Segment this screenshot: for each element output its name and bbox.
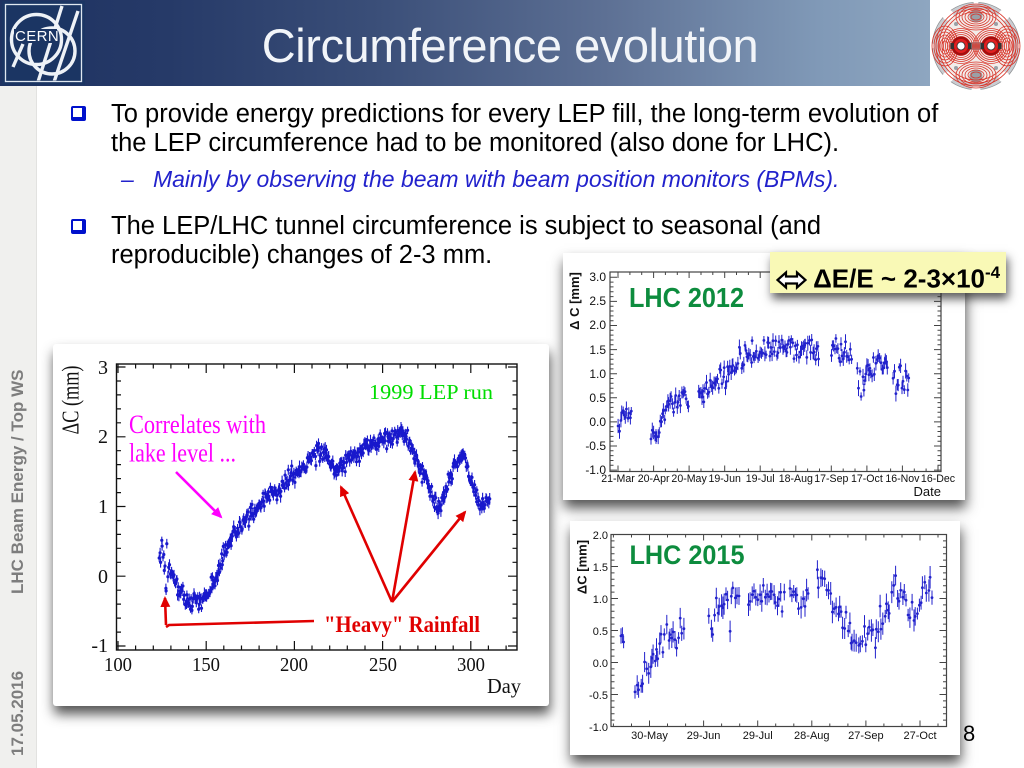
svg-text:-0.5: -0.5 xyxy=(589,690,608,702)
svg-text:"Heavy" Rainfall: "Heavy" Rainfall xyxy=(324,612,480,637)
svg-text:2: 2 xyxy=(98,426,108,448)
svg-text:2.0: 2.0 xyxy=(593,530,608,542)
svg-text:2.5: 2.5 xyxy=(589,294,606,308)
svg-text:28-Aug: 28-Aug xyxy=(794,730,829,742)
svg-text:Day: Day xyxy=(487,674,521,698)
svg-text:Correlates with: Correlates with xyxy=(129,410,266,439)
svg-text:29-Jul: 29-Jul xyxy=(743,730,773,742)
svg-text:1.5: 1.5 xyxy=(593,562,608,574)
svg-text:-1: -1 xyxy=(91,635,108,657)
svg-text:-0.5: -0.5 xyxy=(585,439,606,453)
svg-text:19-Jul: 19-Jul xyxy=(746,473,775,485)
svg-text:3.0: 3.0 xyxy=(589,270,606,284)
svg-text:17-Oct: 17-Oct xyxy=(851,473,883,485)
svg-text:1.0: 1.0 xyxy=(593,594,608,606)
svg-text:200: 200 xyxy=(280,654,308,676)
svg-text:100: 100 xyxy=(104,654,132,676)
svg-text:250: 250 xyxy=(369,654,397,676)
svg-text:1999 LEP run: 1999 LEP run xyxy=(369,380,494,404)
svg-text:20-Apr: 20-Apr xyxy=(638,473,670,485)
svg-text:27-Sep: 27-Sep xyxy=(848,730,883,742)
svg-text:ΔC (mm): ΔC (mm) xyxy=(59,366,85,435)
svg-text:0.0: 0.0 xyxy=(589,415,606,429)
svg-text:0.5: 0.5 xyxy=(593,626,608,638)
svg-text:2.0: 2.0 xyxy=(589,318,606,332)
svg-text:150: 150 xyxy=(192,654,220,676)
svg-text:18-Aug: 18-Aug xyxy=(779,473,813,485)
svg-text:16-Nov: 16-Nov xyxy=(885,473,920,485)
svg-text:-1.0: -1.0 xyxy=(585,463,606,477)
svg-text:29-Jun: 29-Jun xyxy=(687,730,721,742)
svg-text:300: 300 xyxy=(457,654,485,676)
svg-text:21-Mar: 21-Mar xyxy=(601,473,635,485)
svg-text:27-Oct: 27-Oct xyxy=(903,730,936,742)
svg-text:1: 1 xyxy=(98,496,108,518)
svg-text:0.5: 0.5 xyxy=(589,391,606,405)
svg-text:Date: Date xyxy=(914,484,941,499)
svg-text:19-Jun: 19-Jun xyxy=(708,473,740,485)
svg-text:LHC 2012: LHC 2012 xyxy=(629,282,744,313)
svg-text:LHC 2015: LHC 2015 xyxy=(630,540,745,570)
svg-text:3: 3 xyxy=(98,357,108,379)
svg-text:17-Sep: 17-Sep xyxy=(814,473,848,485)
svg-text:Δ C [mm]: Δ C [mm] xyxy=(567,272,582,330)
svg-text:lake level ...: lake level ... xyxy=(129,439,236,468)
svg-text:16-Dec: 16-Dec xyxy=(921,473,956,485)
svg-text:-1.0: -1.0 xyxy=(589,722,608,734)
svg-text:1.5: 1.5 xyxy=(589,343,606,357)
svg-text:ΔC [mm]: ΔC [mm] xyxy=(575,540,590,594)
svg-text:0: 0 xyxy=(98,566,108,588)
svg-text:1.0: 1.0 xyxy=(589,367,606,381)
svg-text:20-May: 20-May xyxy=(671,473,707,485)
svg-text:30-May: 30-May xyxy=(631,730,668,742)
svg-text:0.0: 0.0 xyxy=(593,658,608,670)
svg-text:CERN: CERN xyxy=(15,28,59,45)
